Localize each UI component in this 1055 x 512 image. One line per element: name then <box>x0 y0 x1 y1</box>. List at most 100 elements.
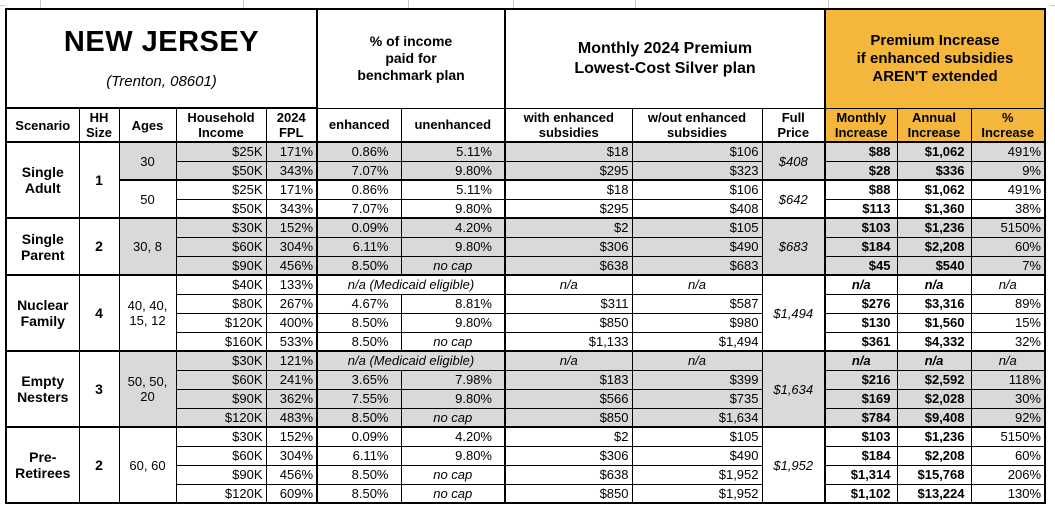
col-header-with-subsidies[interactable]: with enhanced subsidies <box>504 107 633 143</box>
cell-enhanced-pct[interactable]: 8.50% <box>316 312 402 333</box>
cell-monthly-increase[interactable]: n/a <box>824 350 898 371</box>
cell-monthly-increase[interactable]: $216 <box>824 369 898 390</box>
cell-with-subsidies[interactable]: $850 <box>504 312 633 333</box>
cell-without-subsidies[interactable]: $1,494 <box>631 331 763 352</box>
cell-monthly-increase[interactable]: n/a <box>824 274 898 295</box>
cell-unenhanced-pct[interactable]: no cap <box>400 464 506 485</box>
cell-full-price[interactable]: $1,494 <box>761 274 826 352</box>
cell-enhanced-pct[interactable]: 8.50% <box>316 464 402 485</box>
col-header-ages[interactable]: Ages <box>118 107 177 143</box>
cell-ages[interactable]: 50 <box>118 179 177 219</box>
cell-fpl[interactable]: 456% <box>265 255 318 276</box>
cell-without-subsidies[interactable]: $105 <box>631 426 763 447</box>
cell-monthly-increase[interactable]: $130 <box>824 312 898 333</box>
table-title-cell[interactable]: NEW JERSEY (Trenton, 08601) <box>5 8 318 109</box>
col-header-pct-increase[interactable]: % Increase <box>970 107 1046 143</box>
cell-annual-increase[interactable]: $1,062 <box>896 179 972 200</box>
cell-hh-size[interactable]: 2 <box>78 217 120 276</box>
cell-pct-increase[interactable]: 491% <box>970 141 1046 162</box>
cell-monthly-increase[interactable]: $276 <box>824 293 898 314</box>
cell-unenhanced-pct[interactable]: 9.80% <box>400 445 506 466</box>
cell-fpl[interactable]: 152% <box>265 217 318 238</box>
cell-hh-size[interactable]: 3 <box>78 350 120 428</box>
cell-annual-increase[interactable]: $1,236 <box>896 217 972 238</box>
cell-with-subsidies[interactable]: $2 <box>504 426 633 447</box>
cell-annual-increase[interactable]: $9,408 <box>896 407 972 428</box>
cell-fpl[interactable]: 456% <box>265 464 318 485</box>
cell-annual-increase[interactable]: $2,028 <box>896 388 972 409</box>
cell-enhanced-pct[interactable]: 7.55% <box>316 388 402 409</box>
cell-pct-increase[interactable]: 89% <box>970 293 1046 314</box>
cell-unenhanced-pct[interactable]: no cap <box>400 407 506 428</box>
cell-enhanced-pct[interactable]: 8.50% <box>316 483 402 504</box>
cell-without-subsidies[interactable]: $323 <box>631 160 763 181</box>
cell-without-subsidies[interactable]: $408 <box>631 198 763 219</box>
cell-fpl[interactable]: 343% <box>265 160 318 181</box>
cell-pct-increase[interactable]: 15% <box>970 312 1046 333</box>
cell-annual-increase[interactable]: $2,208 <box>896 236 972 257</box>
cell-annual-increase[interactable]: $1,236 <box>896 426 972 447</box>
cell-monthly-increase[interactable]: $184 <box>824 445 898 466</box>
cell-pct-increase[interactable]: 206% <box>970 464 1046 485</box>
cell-medicaid-note[interactable]: n/a (Medicaid eligible) <box>316 350 506 371</box>
cell-fpl[interactable]: 241% <box>265 369 318 390</box>
cell-enhanced-pct[interactable]: 0.09% <box>316 217 402 238</box>
cell-unenhanced-pct[interactable]: 5.11% <box>400 141 506 162</box>
cell-annual-increase[interactable]: $4,332 <box>896 331 972 352</box>
cell-fpl[interactable]: 483% <box>265 407 318 428</box>
cell-monthly-increase[interactable]: $88 <box>824 141 898 162</box>
cell-pct-increase[interactable]: 92% <box>970 407 1046 428</box>
cell-pct-increase[interactable]: 5150% <box>970 426 1046 447</box>
col-header-scenario[interactable]: Scenario <box>5 107 80 143</box>
cell-without-subsidies[interactable]: $1,634 <box>631 407 763 428</box>
cell-without-subsidies[interactable]: $1,952 <box>631 464 763 485</box>
cell-full-price[interactable]: $408 <box>761 141 826 181</box>
cell-with-subsidies[interactable]: $850 <box>504 483 633 504</box>
col-header-unenhanced[interactable]: unenhanced <box>400 107 506 143</box>
cell-monthly-increase[interactable]: $103 <box>824 217 898 238</box>
cell-enhanced-pct[interactable]: 3.65% <box>316 369 402 390</box>
cell-household-income[interactable]: $30K <box>175 217 267 238</box>
cell-enhanced-pct[interactable]: 7.07% <box>316 160 402 181</box>
cell-household-income[interactable]: $80K <box>175 293 267 314</box>
cell-household-income[interactable]: $30K <box>175 350 267 371</box>
cell-fpl[interactable]: 267% <box>265 293 318 314</box>
cell-pct-increase[interactable]: 9% <box>970 160 1046 181</box>
cell-without-subsidies[interactable]: $106 <box>631 141 763 162</box>
cell-without-subsidies[interactable]: $490 <box>631 236 763 257</box>
cell-unenhanced-pct[interactable]: 9.80% <box>400 198 506 219</box>
cell-scenario[interactable]: Nuclear Family <box>5 274 80 352</box>
cell-without-subsidies[interactable]: $105 <box>631 217 763 238</box>
cell-household-income[interactable]: $120K <box>175 483 267 504</box>
col-header-full-price[interactable]: Full Price <box>761 107 826 143</box>
cell-pct-increase[interactable]: 60% <box>970 236 1046 257</box>
cell-pct-increase[interactable]: 30% <box>970 388 1046 409</box>
cell-monthly-increase[interactable]: $784 <box>824 407 898 428</box>
cell-household-income[interactable]: $60K <box>175 236 267 257</box>
cell-fpl[interactable]: 133% <box>265 274 318 295</box>
cell-fpl[interactable]: 121% <box>265 350 318 371</box>
col-header-enhanced[interactable]: enhanced <box>316 107 402 143</box>
cell-annual-increase[interactable]: $336 <box>896 160 972 181</box>
cell-ages[interactable]: 40, 40, 15, 12 <box>118 274 177 352</box>
cell-monthly-increase[interactable]: $28 <box>824 160 898 181</box>
cell-ages[interactable]: 50, 50, 20 <box>118 350 177 428</box>
col-header-hh-size[interactable]: HH Size <box>78 107 120 143</box>
cell-without-subsidies[interactable]: $490 <box>631 445 763 466</box>
cell-scenario[interactable]: Single Adult <box>5 141 80 219</box>
cell-pct-increase[interactable]: 38% <box>970 198 1046 219</box>
cell-annual-increase[interactable]: $540 <box>896 255 972 276</box>
cell-annual-increase[interactable]: $2,208 <box>896 445 972 466</box>
benchmark-group-header[interactable]: % of income paid for benchmark plan <box>316 8 506 109</box>
cell-without-subsidies[interactable]: n/a <box>631 274 763 295</box>
cell-pct-increase[interactable]: n/a <box>970 350 1046 371</box>
cell-monthly-increase[interactable]: $169 <box>824 388 898 409</box>
cell-fpl[interactable]: 304% <box>265 445 318 466</box>
cell-monthly-increase[interactable]: $1,102 <box>824 483 898 504</box>
cell-with-subsidies[interactable]: $2 <box>504 217 633 238</box>
cell-ages[interactable]: 30 <box>118 141 177 181</box>
cell-with-subsidies[interactable]: $566 <box>504 388 633 409</box>
cell-enhanced-pct[interactable]: 0.86% <box>316 141 402 162</box>
cell-with-subsidies[interactable]: n/a <box>504 274 633 295</box>
cell-unenhanced-pct[interactable]: 4.20% <box>400 426 506 447</box>
